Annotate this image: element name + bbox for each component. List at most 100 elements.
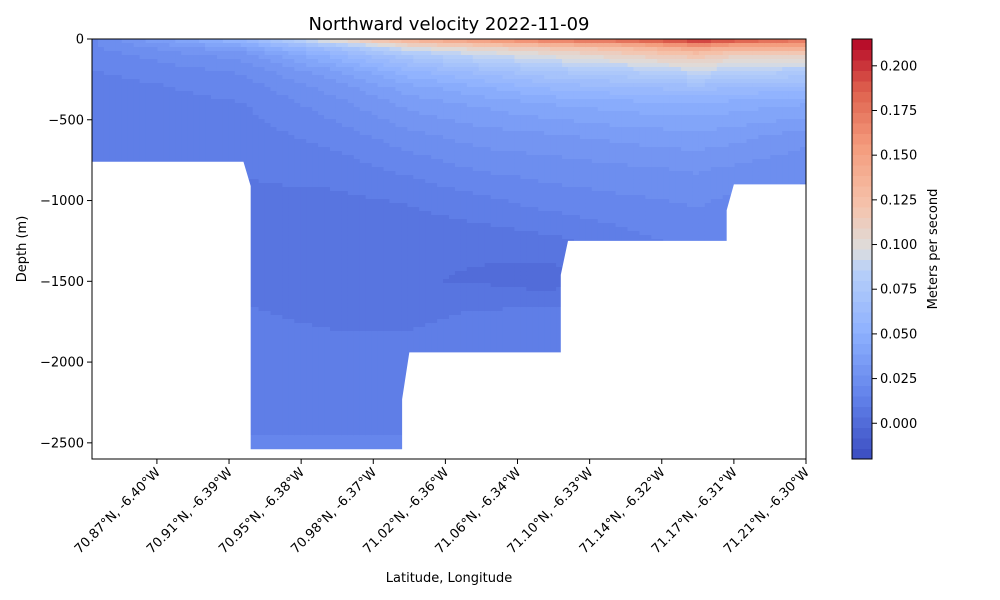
field-cell (282, 39, 289, 44)
field-cell (312, 387, 319, 392)
field-cell (252, 443, 260, 448)
field-cell (264, 175, 272, 180)
field-cell (318, 403, 325, 408)
field-cell (353, 123, 361, 128)
field-cell (330, 171, 337, 176)
field-cell (341, 167, 349, 172)
field-cell (133, 71, 141, 76)
field-cell (222, 39, 230, 44)
field-cell (341, 435, 349, 440)
field-cell (335, 415, 343, 420)
field-cell (127, 67, 135, 72)
field-cell (276, 239, 283, 244)
field-cell (163, 155, 170, 160)
field-cell (359, 291, 367, 296)
field-cell (115, 139, 123, 144)
field-cell (157, 159, 164, 164)
field-cell (109, 147, 117, 152)
field-cell (341, 335, 349, 340)
field-cell (133, 67, 141, 72)
field-cell (92, 111, 99, 116)
field-cell (151, 131, 159, 136)
field-cell (258, 47, 266, 52)
field-cell (270, 115, 278, 120)
field-cell (324, 323, 331, 328)
field-cell (288, 435, 295, 440)
field-cell (306, 299, 313, 304)
field-cell (371, 103, 379, 108)
field-cell (264, 103, 272, 108)
field-cell (371, 163, 379, 168)
field-cell (288, 239, 295, 244)
field-cell (270, 67, 278, 72)
field-cell (282, 135, 289, 140)
field-cell (347, 399, 355, 404)
field-cell (359, 343, 367, 348)
field-cell (270, 271, 278, 276)
field-cell (216, 107, 224, 112)
field-cell (353, 187, 361, 192)
field-cell (252, 139, 260, 144)
field-cell (282, 279, 289, 284)
field-cell (282, 183, 289, 188)
field-cell (294, 267, 301, 272)
field-cell (306, 147, 313, 152)
field-cell (306, 315, 313, 320)
field-cell (365, 351, 373, 356)
field-cell (353, 207, 361, 212)
field-cell (258, 251, 266, 256)
field-cell (359, 351, 367, 356)
field-cell (258, 167, 266, 172)
field-cell (139, 151, 147, 156)
field-cell (318, 351, 325, 356)
field-cell (306, 99, 313, 104)
field-cell (258, 443, 266, 448)
field-cell (270, 295, 278, 300)
field-cell (115, 87, 123, 92)
field-cell (193, 159, 200, 164)
field-cell (330, 71, 337, 76)
field-cell (353, 343, 361, 348)
field-cell (353, 163, 361, 168)
field-cell (353, 295, 361, 300)
field-cell (288, 159, 295, 164)
field-cell (205, 63, 212, 68)
field-cell (347, 251, 355, 256)
field-cell (109, 75, 117, 80)
field-cell (193, 47, 200, 52)
field-cell (270, 311, 278, 316)
field-cell (276, 103, 283, 108)
field-cell (335, 243, 343, 248)
field-cell (282, 167, 289, 172)
field-cell (92, 75, 99, 80)
field-cell (300, 195, 307, 200)
field-cell (175, 79, 182, 84)
field-cell (335, 39, 343, 44)
field-cell (300, 67, 307, 72)
field-cell (270, 423, 278, 428)
field-cell (353, 375, 361, 380)
field-cell (121, 87, 129, 92)
field-cell (294, 151, 301, 156)
field-cell (359, 363, 367, 368)
field-cell (359, 199, 367, 204)
field-cell (139, 115, 147, 120)
field-cell (347, 139, 355, 144)
field-cell (288, 371, 295, 376)
field-cell (324, 55, 331, 60)
field-cell (199, 143, 206, 148)
field-cell (193, 139, 200, 144)
field-cell (306, 231, 313, 236)
field-cell (282, 187, 289, 192)
field-cell (294, 195, 301, 200)
field-cell (294, 355, 301, 360)
field-cell (300, 39, 307, 44)
field-cell (258, 239, 266, 244)
field-cell (264, 423, 272, 428)
field-cell (318, 327, 325, 332)
field-cell (330, 391, 337, 396)
field-cell (115, 83, 123, 88)
field-cell (169, 79, 176, 84)
field-cell (359, 143, 367, 148)
field-cell (103, 51, 111, 56)
